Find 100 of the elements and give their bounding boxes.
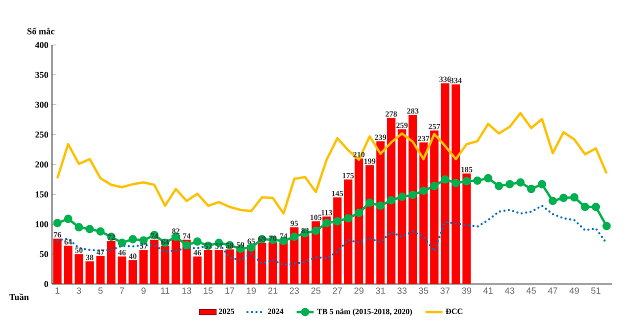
bar	[150, 240, 159, 284]
bar	[96, 256, 105, 284]
point	[408, 190, 417, 200]
x-axis-title: Tuần	[9, 293, 29, 300]
point	[96, 227, 105, 236]
point	[182, 240, 191, 250]
bar	[204, 250, 212, 284]
bar	[258, 242, 266, 284]
x-tick-label: 17	[225, 288, 234, 294]
point	[506, 180, 514, 188]
point	[247, 243, 256, 252]
bar	[214, 250, 224, 284]
x-tick-label: 37	[440, 288, 450, 294]
point	[602, 222, 611, 230]
point	[516, 178, 525, 187]
point	[64, 214, 72, 224]
bar	[85, 261, 94, 284]
x-tick-label: 43	[504, 288, 514, 294]
bar	[365, 165, 374, 284]
x-tick-label: 47	[548, 288, 558, 294]
point	[548, 196, 557, 206]
bar	[452, 84, 460, 284]
point	[387, 196, 396, 205]
x-tick-label: 23	[290, 288, 299, 294]
point	[580, 202, 590, 212]
bar	[74, 254, 84, 284]
x-tick-label: 15	[204, 288, 213, 294]
bar	[118, 256, 126, 284]
bar	[139, 250, 148, 284]
x-tick-label: 29	[354, 288, 364, 294]
bar	[408, 114, 417, 284]
bar	[193, 256, 202, 284]
x-tick-label: 1	[56, 288, 60, 294]
point	[86, 224, 94, 234]
point	[344, 214, 352, 222]
bar	[53, 238, 62, 284]
bar	[300, 234, 310, 284]
point	[538, 180, 546, 188]
bar	[430, 130, 439, 284]
x-tick-label: 3	[76, 288, 82, 294]
bar	[128, 260, 137, 284]
point	[440, 175, 450, 184]
point	[484, 174, 492, 182]
point	[128, 235, 137, 244]
bar	[354, 158, 364, 284]
bar	[462, 173, 471, 284]
bar	[344, 179, 352, 284]
point	[592, 202, 600, 212]
bar	[160, 246, 170, 284]
bar	[387, 118, 396, 284]
point	[430, 182, 438, 190]
x-tick-label: 19	[246, 288, 256, 294]
point	[53, 218, 62, 228]
x-tick-label: 51	[591, 288, 600, 294]
x-tick-label: 21	[268, 288, 278, 294]
x-tick-label: 13	[182, 288, 192, 294]
x-tick-label: 7	[120, 288, 124, 294]
y-tick-label: 200	[35, 161, 48, 168]
point	[462, 177, 471, 186]
bar	[398, 129, 406, 284]
x-tick-label: 5	[98, 288, 103, 294]
y-tick-label: 300	[35, 102, 48, 108]
x-tick-label: 27	[332, 288, 342, 294]
point	[366, 198, 374, 207]
point	[473, 176, 482, 185]
bar	[225, 249, 234, 284]
x-tick-label: 25	[311, 288, 320, 294]
x-tick-label: 35	[418, 288, 428, 294]
point	[193, 237, 202, 246]
point	[452, 178, 460, 188]
y-axis-title: Số mắc	[27, 28, 54, 34]
x-tick-label: 45	[526, 288, 536, 294]
y-tick-label: 100	[36, 221, 48, 228]
x-tick-label: 9	[141, 288, 146, 294]
point	[494, 182, 504, 190]
x-tick-label: 31	[376, 288, 386, 294]
point	[376, 202, 385, 210]
point	[419, 186, 428, 195]
x-tick-label: 41	[483, 288, 493, 294]
x-tick-label: 11	[161, 288, 170, 294]
point	[398, 192, 406, 201]
point	[322, 218, 331, 228]
y-tick-label: 400	[35, 42, 48, 48]
bar	[333, 197, 342, 284]
bar	[376, 141, 385, 284]
bar	[64, 246, 72, 284]
point	[333, 217, 342, 226]
y-tick-label: 50	[40, 251, 48, 258]
bar	[268, 242, 277, 284]
point	[570, 193, 578, 202]
bar	[107, 240, 116, 284]
point	[118, 238, 126, 247]
point	[312, 226, 320, 236]
bar	[419, 142, 428, 284]
point	[354, 208, 364, 218]
y-tick-label: 0	[44, 280, 48, 288]
point	[74, 223, 84, 232]
x-tick-label: 39	[462, 288, 472, 294]
x-tick-label: 49	[570, 288, 579, 294]
bar	[440, 83, 450, 284]
